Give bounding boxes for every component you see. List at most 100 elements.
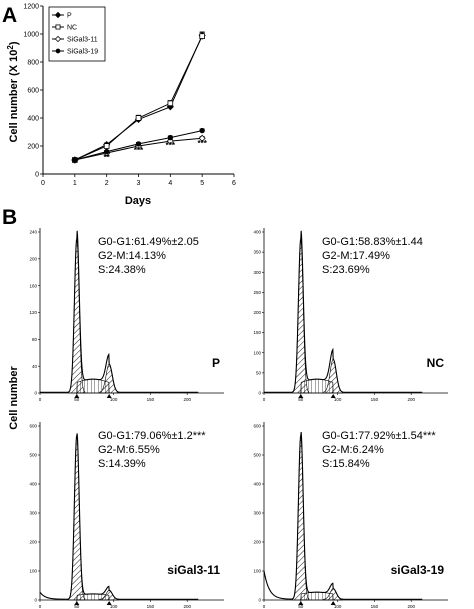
histogram-y-tick-label: 160 [29, 283, 37, 288]
growth-x-tick-label: 3 [137, 180, 141, 187]
growth-legend-label: NC [67, 25, 77, 32]
histogram-y-tick-label: 200 [253, 540, 261, 545]
histogram-peak-marker [298, 394, 304, 398]
histogram-y-tick-label: 150 [253, 330, 261, 335]
growth-significance-mark: *** [197, 139, 207, 148]
histogram-peak-marker [330, 601, 336, 605]
histogram-annotation-line: G2-M:14.13% [98, 250, 166, 262]
histogram-x-tick-label: 150 [147, 397, 155, 402]
growth-data-point [103, 148, 110, 155]
hist-y-axis-title: Cell number [8, 366, 20, 430]
histogram-peak-marker [106, 394, 112, 398]
histogram-y-tick-label: 200 [29, 256, 37, 261]
histogram-sample-label: siGal3-11 [167, 563, 220, 577]
growth-y-tick-label: 0 [35, 172, 39, 179]
histogram-annotation-line: G0-G1:77.92%±1.54*** [322, 430, 436, 442]
growth-x-tick-label: 1 [73, 180, 77, 187]
growth-y-tick-label: 600 [27, 88, 39, 95]
growth-data-point [135, 141, 142, 147]
histogram-g0g1-peak [68, 435, 86, 601]
histogram-y-tick-label: 500 [29, 453, 37, 458]
histogram-y-tick-label: 0 [258, 391, 261, 396]
growth-data-point [135, 115, 142, 121]
growth-legend-label: P [67, 13, 72, 20]
histogram-x-tick-label: 50 [298, 397, 304, 402]
histogram-y-tick-label: 50 [256, 370, 262, 375]
histogram-sample-label: siGal3-19 [391, 563, 445, 577]
histogram-nc: 0 50 100 150 200 0 50 100 150 200 250 300 350 400 G0-G… [253, 228, 448, 402]
growth-y-tick-label: 1200 [23, 4, 39, 11]
histogram-curve [39, 433, 199, 600]
histogram-peak-marker [74, 394, 80, 398]
histogram-x-tick-label: 50 [298, 604, 304, 609]
histogram-y-tick-label: 200 [29, 540, 37, 545]
histogram-x-tick-label: 150 [371, 397, 379, 402]
histogram-x-tick-label: 200 [407, 604, 415, 609]
histogram-x-tick-label: 0 [263, 604, 266, 609]
histogram-y-tick-label: 400 [29, 482, 37, 487]
growth-data-point [199, 127, 205, 134]
histogram-annotation-line: G2-M:17.49% [322, 250, 390, 262]
histogram-x-tick-label: 150 [371, 604, 379, 609]
growth-data-point [167, 134, 174, 141]
histogram-annotation-line: S:23.69% [322, 264, 370, 276]
histogram-y-tick-label: 120 [29, 310, 37, 315]
histogram-y-tick-label: 0 [258, 598, 261, 603]
histogram-sample-label: NC [427, 356, 445, 370]
histogram-annotation-line: S:15.84% [322, 458, 370, 470]
histogram-annotation-line: S:14.39% [98, 458, 146, 470]
growth-y-tick-label: 1000 [23, 32, 39, 39]
histogram-x-tick-label: 0 [263, 397, 266, 402]
histogram-y-tick-label: 40 [32, 364, 38, 369]
histogram-y-tick-label: 200 [253, 310, 261, 315]
growth-series-sigal3-19 [72, 127, 205, 163]
histogram-x-tick-label: 200 [183, 397, 191, 402]
histogram-x-tick-label: 100 [334, 604, 342, 609]
histogram-peak-marker [106, 601, 112, 605]
histogram-peak-marker [74, 601, 80, 605]
histogram-x-tick-label: 200 [183, 604, 191, 609]
histogram-y-tick-label: 300 [253, 270, 261, 275]
histogram-x-tick-label: 100 [110, 604, 118, 609]
histogram-annotation-line: G2-M:6.24% [322, 444, 384, 456]
histogram-sample-label: P [212, 356, 220, 370]
histogram-y-tick-label: 400 [253, 230, 261, 235]
histogram-x-tick-label: 200 [407, 397, 415, 402]
histogram-sigal3-19: 0 50 100 150 200 0 100 200 300 400 500 600 G0-G1:77.… [253, 422, 448, 609]
growth-legend-marker [55, 24, 61, 30]
histogram-annotation-line: G2-M:6.55% [98, 444, 160, 456]
histogram-y-tick-label: 300 [29, 511, 37, 516]
histogram-curve [264, 230, 423, 393]
histogram-x-tick-label: 100 [110, 397, 118, 402]
growth-significance-mark: *** [134, 146, 144, 155]
histogram-annotation-line: G0-G1:58.83%±1.44 [322, 236, 423, 248]
histogram-y-tick-label: 100 [253, 569, 261, 574]
growth-legend: P NC SiGal3-11 SiGal3-19 [48, 6, 106, 62]
growth-legend-label: SiGal3-11 [67, 37, 98, 44]
growth-legend-marker [55, 48, 61, 54]
growth-x-ticks: 0 1 2 3 4 5 6 [41, 174, 236, 187]
histogram-curve [263, 432, 423, 600]
growth-x-tick-label: 6 [232, 180, 236, 187]
histogram-sigal3-11: 0 50 100 150 200 0 100 200 300 400 500 600 G0-G1:79.… [29, 422, 224, 609]
growth-data-point [198, 134, 206, 142]
growth-significance-mark: ** [104, 153, 111, 162]
growth-data-point [199, 33, 205, 39]
histogram-x-tick-label: 50 [74, 397, 80, 402]
histogram-y-tick-label: 600 [29, 424, 37, 429]
growth-legend-label: SiGal3-19 [67, 49, 98, 56]
histogram-g0g1-peak [292, 435, 310, 601]
histogram-curve [40, 230, 199, 393]
histogram-y-tick-label: 0 [34, 598, 37, 603]
histogram-y-tick-label: 250 [253, 290, 261, 295]
histogram-x-tick-label: 0 [39, 397, 42, 402]
growth-legend-marker [54, 11, 62, 19]
growth-chart: 0 1 2 3 4 5 6 0 200 400 600 800 1000 1200 Days Cell … [6, 4, 236, 208]
growth-data-point [103, 143, 110, 149]
growth-x-tick-label: 5 [200, 180, 204, 187]
growth-legend-marker [54, 35, 62, 43]
growth-y-tick-label: 200 [27, 144, 39, 151]
growth-x-tick-label: 2 [105, 180, 109, 187]
histogram-annotation-line: S:24.38% [98, 264, 146, 276]
